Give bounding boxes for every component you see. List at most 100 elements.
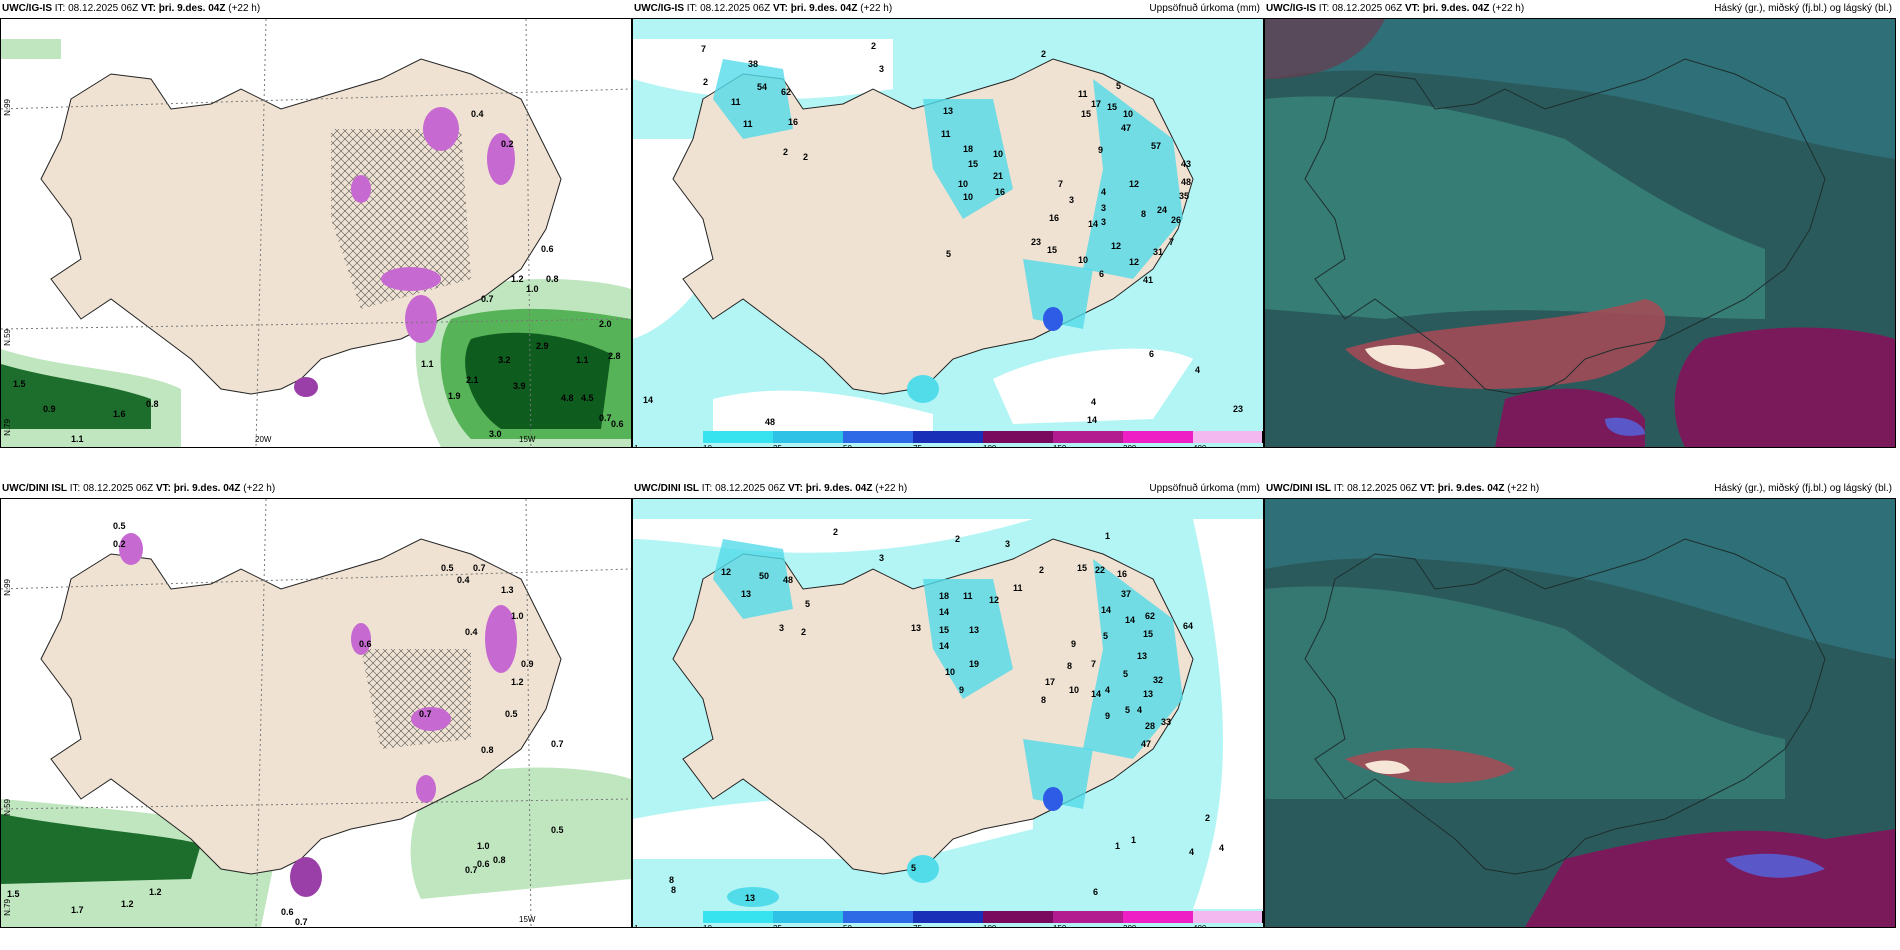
it-value: 08.12.2025 06Z — [68, 3, 139, 14]
colorbar-tick: 50 — [843, 924, 852, 927]
map-label: 9 — [1105, 711, 1111, 721]
map-label: 18 — [939, 591, 950, 601]
it-value: 08.12.2025 06Z — [1347, 483, 1418, 494]
map-label: 1.2 — [149, 887, 162, 897]
map-label: 22 — [1095, 565, 1106, 575]
colorbar-tick: 100 — [983, 924, 996, 927]
map-label: 8 — [1141, 209, 1147, 219]
map-label: 2.1 — [466, 375, 479, 385]
map-label: 0.7 — [551, 739, 564, 749]
map-label: 48 — [783, 575, 794, 585]
colorbar-swatch — [913, 911, 984, 923]
axis-label-lat: N.59 — [3, 799, 12, 816]
model-name: UWC/IG-IS — [1266, 3, 1316, 14]
map-label: 7 — [701, 44, 707, 54]
map-label: 64 — [1183, 621, 1194, 631]
map-label: 2.0 — [599, 319, 612, 329]
panel-igis-cloud: UWC/IG-IS IT: 08.12.2025 06Z VT: þri. 9.… — [1264, 0, 1896, 448]
panel-dini-precip: UWC/DINI ISL IT: 08.12.2025 06Z VT: þri.… — [632, 480, 1264, 928]
vt-value: þri. 9.des. 04Z — [790, 3, 858, 14]
map-label: 0.7 — [481, 294, 494, 304]
map-label: 41 — [1143, 275, 1154, 285]
vt-prefix: VT: — [140, 3, 156, 14]
map-label: 16 — [1049, 213, 1060, 223]
map-label: 15 — [1077, 563, 1088, 573]
map-label: 14 — [1088, 219, 1099, 229]
colorbar-swatch — [1193, 911, 1263, 923]
map-label: 5 — [1123, 669, 1129, 679]
map-label: 4 — [1195, 365, 1201, 375]
map-label: 0.8 — [146, 399, 159, 409]
map-area[interactable]: 7 2 2 3 2 38 54 62 11 16 11 2 2 13 11 18… — [632, 18, 1264, 448]
it-prefix: IT: — [54, 3, 66, 14]
map-area[interactable] — [1264, 18, 1896, 448]
colorbar-tick: 100 — [983, 444, 996, 447]
map-label: 1.0 — [477, 841, 490, 851]
map-label: 8 — [671, 885, 677, 895]
map-label: 4.8 — [561, 393, 574, 403]
map-label: 1.0 — [511, 611, 524, 621]
panel-title: Háský (gr.), miðský (fj.bl.) og lágský (… — [1714, 3, 1892, 14]
map-label: 15 — [968, 159, 979, 169]
map-area[interactable]: 2 2 3 3 1 2 12 13 50 48 3 2 5 18 14 13 1… — [632, 498, 1264, 928]
map-label: 50 — [759, 571, 770, 581]
it-prefix: IT: — [701, 483, 713, 494]
panel-title: Uppsöfnuð úrkoma (mm) — [1149, 483, 1260, 494]
map-label: 11 — [1078, 89, 1088, 99]
map-label: 17 — [1045, 677, 1056, 687]
map-label: 37 — [1121, 589, 1132, 599]
colorbar-tick: 10 — [703, 924, 712, 927]
map-label: 13 — [1143, 689, 1154, 699]
vt-prefix: VT: — [787, 483, 803, 494]
map-label: 3 — [1005, 539, 1011, 549]
map-label: 0.6 — [541, 244, 554, 254]
map-label: 0.7 — [419, 709, 432, 719]
colorbar-swatch — [773, 911, 844, 923]
map-area[interactable] — [1264, 498, 1896, 928]
panel-header: UWC/IG-IS IT: 08.12.2025 06Z VT: þri. 9.… — [0, 0, 632, 18]
panel-header: UWC/IG-IS IT: 08.12.2025 06Z VT: þri. 9.… — [632, 0, 1264, 18]
map-label: 0.6 — [359, 639, 372, 649]
colorbar-swatch — [633, 911, 704, 923]
map-area[interactable]: N.99 N.59 N.79 15W 0.5 0.2 0.5 0.7 0.4 1… — [0, 498, 632, 928]
map-label: 1.1 — [71, 434, 84, 444]
map-label: 48 — [1181, 177, 1192, 187]
map-label: 0.5 — [551, 825, 564, 835]
lead-time: (+22 h) — [228, 3, 261, 14]
panel-header: UWC/IG-IS IT: 08.12.2025 06Z VT: þri. 9.… — [1264, 0, 1896, 18]
vt-value: þri. 9.des. 04Z — [158, 3, 226, 14]
map-label: 10 — [958, 179, 969, 189]
vt-value: þri. 9.des. 04Z — [173, 483, 241, 494]
map-label: 18 — [963, 144, 974, 154]
lead-time: (+22 h) — [243, 483, 276, 494]
map-label: 3 — [1101, 203, 1107, 213]
model-name: UWC/DINI ISL — [2, 483, 67, 494]
map-label: 13 — [911, 623, 922, 633]
map-label: 13 — [741, 589, 752, 599]
map-label: 0.6 — [281, 907, 294, 917]
map-label: 8 — [1041, 695, 1047, 705]
colorbar-tick: 75 — [913, 924, 922, 927]
map-label: 1.1 — [576, 355, 589, 365]
map-label: 8 — [1067, 661, 1073, 671]
map-label: 13 — [1137, 651, 1148, 661]
map-label: 12 — [1129, 179, 1140, 189]
map-label: 2 — [801, 627, 807, 637]
map-label: 0.8 — [481, 745, 494, 755]
panel-header: UWC/DINI ISL IT: 08.12.2025 06Z VT: þri.… — [632, 480, 1264, 498]
colorbar-tick: 400 — [1193, 444, 1206, 447]
map-label: 3 — [1101, 217, 1107, 227]
colorbar-swatch — [983, 431, 1054, 443]
map-label: 1.2 — [511, 274, 524, 284]
colorbar-swatch — [1193, 431, 1263, 443]
map-label: 33 — [1161, 717, 1172, 727]
map-label: 11 — [743, 119, 753, 129]
map-label: 2 — [1205, 813, 1211, 823]
colorbar-swatch — [1053, 431, 1124, 443]
map-label: 12 — [1129, 257, 1140, 267]
map-area[interactable]: N.99 N.59 N.79 20W 15W 0.4 0.2 0.6 0.8 1… — [0, 18, 632, 448]
panel-header: UWC/DINI ISL IT: 08.12.2025 06Z VT: þri.… — [0, 480, 632, 498]
map-label: 23 — [1233, 404, 1244, 414]
colorbar-tick: 150 — [1053, 924, 1066, 927]
map-label: 0.5 — [441, 563, 454, 573]
